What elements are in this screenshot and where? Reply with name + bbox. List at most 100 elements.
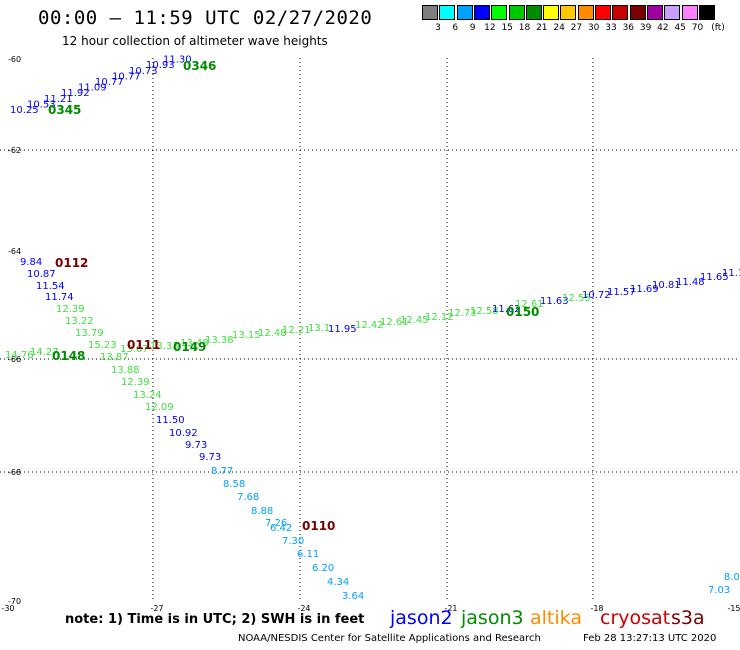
legend-swatch — [629, 5, 646, 20]
legend-swatch — [646, 5, 663, 20]
altimeter-tracks: 10.2510.5311.2111.9211.0910.7710.7710.73… — [5, 55, 740, 602]
swh-value: 9.73 — [199, 452, 221, 463]
swh-value: 10.53 — [27, 99, 56, 110]
swh-value: 12.09 — [145, 402, 174, 413]
pass-time-label: 0346 — [183, 59, 216, 73]
longitude-label: -18 — [590, 604, 603, 613]
swh-value: 11.09 — [78, 83, 107, 94]
swh-value: 10.81 — [652, 280, 681, 291]
map-title: 00:00 – 11:59 UTC 02/27/2020 — [38, 7, 373, 29]
swh-value: 6.20 — [312, 563, 334, 574]
legend-label: 70 — [691, 23, 704, 33]
longitude-label: -27 — [150, 604, 163, 613]
swh-value: 11.48 — [676, 277, 705, 288]
longitude-label: -24 — [297, 604, 310, 613]
legend-swatch — [612, 5, 629, 20]
swh-value: 13.15 — [232, 330, 261, 341]
legend-label: 36 — [622, 23, 635, 33]
swh-value: 11.62 — [492, 304, 521, 315]
swh-value: 12.61 — [380, 317, 409, 328]
swh-value: 7.30 — [282, 536, 304, 547]
legend-label: 30 — [587, 23, 600, 33]
legend-label: 18 — [518, 23, 531, 33]
legend-label: 39 — [639, 23, 652, 33]
swh-value: 15.23 — [88, 340, 117, 351]
swh-value: 13.88 — [111, 365, 140, 376]
swh-value: 13.38 — [205, 335, 234, 346]
legend-label: 12 — [484, 23, 496, 33]
legend-label: 45 — [674, 23, 686, 33]
legend-label: 27 — [570, 23, 583, 33]
swh-value: 6.11 — [297, 549, 319, 560]
footer-timestamp: Feb 28 13:27:13 UTC 2020 — [583, 633, 717, 644]
pass-time-label: 0148 — [52, 349, 85, 363]
legend-label: 21 — [536, 23, 548, 33]
swh-value: 11.50 — [156, 415, 185, 426]
map-subtitle: 12 hour collection of altimeter wave hei… — [62, 34, 328, 48]
legend-label: 9 — [469, 23, 476, 33]
legend-swatch — [439, 5, 456, 20]
latitude-label: -70 — [8, 597, 21, 606]
swh-value: 12.73 — [448, 308, 477, 319]
swh-value: 12.45 — [400, 315, 429, 326]
swh-value: 13.22 — [65, 316, 94, 327]
swh-value: 10.77 — [112, 71, 141, 82]
swh-value: 8.0 — [724, 572, 740, 583]
legend-swatch — [456, 5, 473, 20]
satellite-label-jason3: jason3 — [461, 607, 524, 629]
swh-value: 11.57 — [607, 287, 636, 298]
legend-label: 6 — [452, 23, 459, 33]
legend-swatch — [560, 5, 577, 20]
swh-value: 13.87 — [100, 352, 129, 363]
pass-time-label: 0111 — [127, 338, 160, 352]
legend-label: 33 — [605, 23, 617, 33]
legend-swatch — [508, 5, 525, 20]
swh-value: 11.54 — [36, 281, 65, 292]
swh-value: 7.68 — [237, 492, 259, 503]
swh-value: 10.73 — [129, 66, 158, 77]
swh-value: 12.58 — [470, 306, 499, 317]
longitude-label: -15 — [727, 604, 740, 613]
legend-swatch — [577, 5, 594, 20]
swh-value: 8.88 — [251, 506, 273, 517]
longitude-label: -30 — [1, 604, 14, 613]
swh-value: 11.74 — [45, 292, 74, 303]
swh-value: 9.73 — [185, 440, 207, 451]
legend-swatch — [525, 5, 542, 20]
swh-value: 11.92 — [61, 88, 90, 99]
legend-swatch — [595, 5, 611, 20]
swh-value: 14.27 — [30, 347, 59, 358]
legend-swatch — [664, 5, 681, 20]
swh-value: 7.03 — [708, 585, 730, 596]
axis-labels: -60 -62 -64 -66 -68 -70-30 -27 -24 -21 -18 -15 — [1, 55, 740, 613]
swh-value: 10.87 — [27, 269, 56, 280]
swh-value: 11.65 — [700, 272, 729, 283]
swh-value: 11.95 — [328, 324, 357, 335]
pass-time-label: 0110 — [302, 519, 335, 533]
footer-agency: NOAA/NESDIS Center for Satellite Applica… — [238, 633, 541, 644]
swh-value: 14.76 — [5, 350, 34, 361]
legend-label: 42 — [657, 23, 669, 33]
swh-value: 12.61 — [515, 299, 544, 310]
swh-value: 12.39 — [121, 377, 150, 388]
legend-swatch — [491, 5, 508, 20]
swh-value: 11.21 — [44, 94, 73, 105]
swh-value: 7.26 — [265, 518, 287, 529]
swh-value: 13.48 — [180, 338, 209, 349]
swh-value: 13.79 — [75, 328, 104, 339]
swh-value: 10.92 — [169, 428, 198, 439]
legend-label: 15 — [501, 23, 513, 33]
swh-value: 10.77 — [95, 77, 124, 88]
swh-value: 12.55 — [562, 293, 591, 304]
swh-value: 12.12 — [425, 312, 454, 323]
swh-value: 6.42 — [270, 523, 292, 534]
note-text: note: 1) Time is in UTC; 2) SWH is in fe… — [65, 612, 365, 627]
satellite-label-cryosat: cryosat — [600, 607, 671, 629]
grid-lines — [0, 58, 740, 601]
swh-value: 11.1 — [722, 268, 740, 279]
satellite-label-s3a: s3a — [671, 607, 705, 629]
swh-value: 8.58 — [223, 479, 245, 490]
swh-value: 11.30 — [163, 55, 192, 66]
legend-unit: (ft) — [711, 23, 725, 33]
